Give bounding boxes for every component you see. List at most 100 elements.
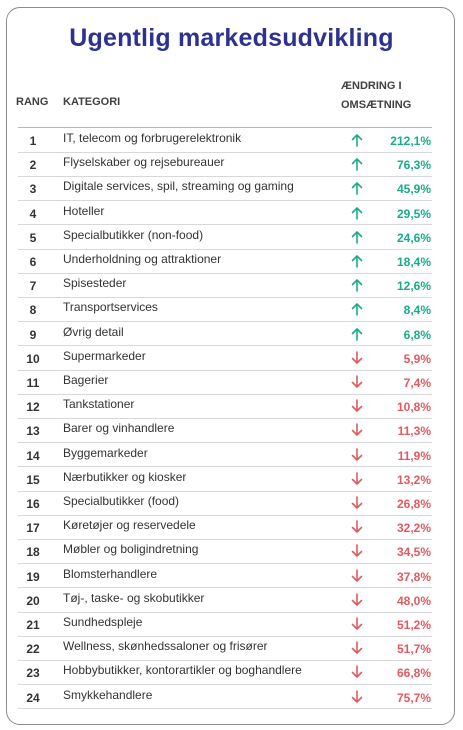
category-cell: Byggemarkeder xyxy=(63,445,148,460)
row-divider xyxy=(18,272,432,274)
rank-cell: 4 xyxy=(29,206,37,221)
rank-cell: 3 xyxy=(29,182,37,197)
table-row: 14 Byggemarkeder 11,9% xyxy=(0,443,463,467)
category-cell: Transportservices xyxy=(63,300,158,315)
header-divider xyxy=(18,127,432,128)
table-row: 22 Wellness, skønhedssaloner og frisører 5… xyxy=(0,636,463,660)
row-divider xyxy=(18,417,432,419)
rank-cell: 24 xyxy=(26,690,40,705)
arrow-up-icon xyxy=(351,230,363,244)
change-value: 11,3% xyxy=(397,424,431,439)
arrow-down-icon xyxy=(351,496,363,509)
change-value: 7,4% xyxy=(403,376,431,390)
category-cell: Sundhedspleje xyxy=(63,615,143,629)
table-row: 15 Nærbutikker og kiosker 13,2% xyxy=(0,467,463,491)
arrow-down-icon xyxy=(351,471,363,485)
change-value: 51,2% xyxy=(396,618,431,632)
table-row: 17 Køretøjer og reservedele 32,2% xyxy=(0,515,463,539)
arrow-down-icon xyxy=(351,568,363,582)
category-cell: Spisesteder xyxy=(63,276,127,291)
category-cell: Underholdning og attraktioner xyxy=(63,252,222,266)
change-value: 26,8% xyxy=(396,497,431,511)
category-cell: Øvrig detail xyxy=(63,324,124,339)
rank-cell: 1 xyxy=(29,134,37,148)
row-divider xyxy=(18,151,432,153)
rank-cell: 18 xyxy=(26,545,40,560)
arrow-down-icon xyxy=(351,689,363,703)
row-divider xyxy=(18,345,432,347)
rank-cell: 17 xyxy=(26,521,40,536)
change-value: 45,9% xyxy=(396,182,431,197)
rank-cell: 19 xyxy=(26,569,40,584)
category-cell: Hoteller xyxy=(63,203,105,218)
arrow-up-icon xyxy=(351,279,363,292)
arrow-down-icon xyxy=(351,350,363,364)
row-divider xyxy=(18,587,432,589)
rank-cell: 9 xyxy=(29,327,37,342)
arrow-up-icon xyxy=(351,182,363,196)
table-row: 13 Barer og vinhandlere 11,3% xyxy=(0,418,463,442)
table-row: 8 Transportservices 8,4% xyxy=(0,297,463,321)
table-row: 5 Specialbutikker (non-food) 24,6% xyxy=(0,225,463,249)
arrow-up-icon xyxy=(351,206,363,220)
table-row: 23 Hobbybutikker, kontorartikler og bogha… xyxy=(0,660,463,684)
rank-cell: 16 xyxy=(26,497,40,511)
change-value: 34,5% xyxy=(396,545,431,560)
row-divider xyxy=(18,224,432,226)
table-card xyxy=(6,7,455,725)
table-row: 2 Flyselskaber og rejsebureauer 76,3% xyxy=(0,152,463,176)
arrow-up-icon xyxy=(351,158,363,171)
rank-cell: 6 xyxy=(29,255,37,269)
category-cell: Barer og vinhandlere xyxy=(63,421,175,436)
rank-cell: 10 xyxy=(26,351,40,366)
change-value: 75,7% xyxy=(396,690,431,705)
rank-cell: 5 xyxy=(29,230,37,245)
rank-cell: 14 xyxy=(26,448,40,463)
row-divider xyxy=(18,175,432,177)
category-cell: Køretøjer og reservedele xyxy=(63,518,196,533)
table-row: 24 Smykkehandlere 75,7% xyxy=(0,685,463,709)
table-row: 7 Spisesteder 12,6% xyxy=(0,273,463,297)
arrow-down-icon xyxy=(351,641,363,654)
column-header-change-line1: ÆNDRING I xyxy=(341,80,402,92)
change-value: 24,6% xyxy=(396,230,431,245)
arrow-up-icon xyxy=(351,303,363,317)
change-value: 18,4% xyxy=(396,255,431,269)
change-value: 5,9% xyxy=(403,351,431,366)
change-value: 32,2% xyxy=(396,521,431,536)
row-divider xyxy=(18,635,432,637)
category-cell: Blomsterhandlere xyxy=(63,566,158,581)
column-header-category: KATEGORI xyxy=(63,96,121,108)
change-value: 13,2% xyxy=(396,472,431,487)
category-cell: Specialbutikker (non-food) xyxy=(63,227,204,242)
rank-cell: 13 xyxy=(26,424,40,439)
category-cell: Smykkehandlere xyxy=(63,687,153,702)
column-header-change: ÆNDRING I OMSÆTNING xyxy=(341,77,411,115)
row-divider xyxy=(18,708,432,710)
table-row: 20 Tøj-, taske- og skobutikker 48,0% xyxy=(0,588,463,612)
table-row: 6 Underholdning og attraktioner 18,4% xyxy=(0,249,463,273)
table-row: 1 IT, telecom og forbrugerelektronik 212,1… xyxy=(0,128,463,152)
table-row: 19 Blomsterhandlere 37,8% xyxy=(0,564,463,588)
table-row: 11 Bagerier 7,4% xyxy=(0,370,463,394)
arrow-up-icon xyxy=(351,134,363,147)
row-divider xyxy=(18,659,432,661)
category-cell: IT, telecom og forbrugerelektronik xyxy=(63,131,242,145)
arrow-down-icon xyxy=(351,617,363,630)
rank-cell: 2 xyxy=(29,158,37,173)
rank-cell: 21 xyxy=(26,618,40,632)
category-cell: Flyselskaber og rejsebureauer xyxy=(63,155,225,170)
change-value: 8,4% xyxy=(403,303,431,318)
category-cell: Supermarkeder xyxy=(63,348,146,363)
rank-cell: 15 xyxy=(26,472,40,487)
category-cell: Tøj-, taske- og skobutikker xyxy=(63,590,205,605)
table-row: 16 Specialbutikker (food) 26,8% xyxy=(0,491,463,515)
row-divider xyxy=(18,466,432,468)
arrow-down-icon xyxy=(351,520,363,533)
row-divider xyxy=(18,611,432,613)
row-divider xyxy=(18,393,432,395)
category-cell: Hobbybutikker, kontorartikler og boghand… xyxy=(63,663,302,678)
arrow-down-icon xyxy=(351,592,363,606)
arrow-up-icon xyxy=(351,255,363,268)
arrow-down-icon xyxy=(351,423,363,437)
